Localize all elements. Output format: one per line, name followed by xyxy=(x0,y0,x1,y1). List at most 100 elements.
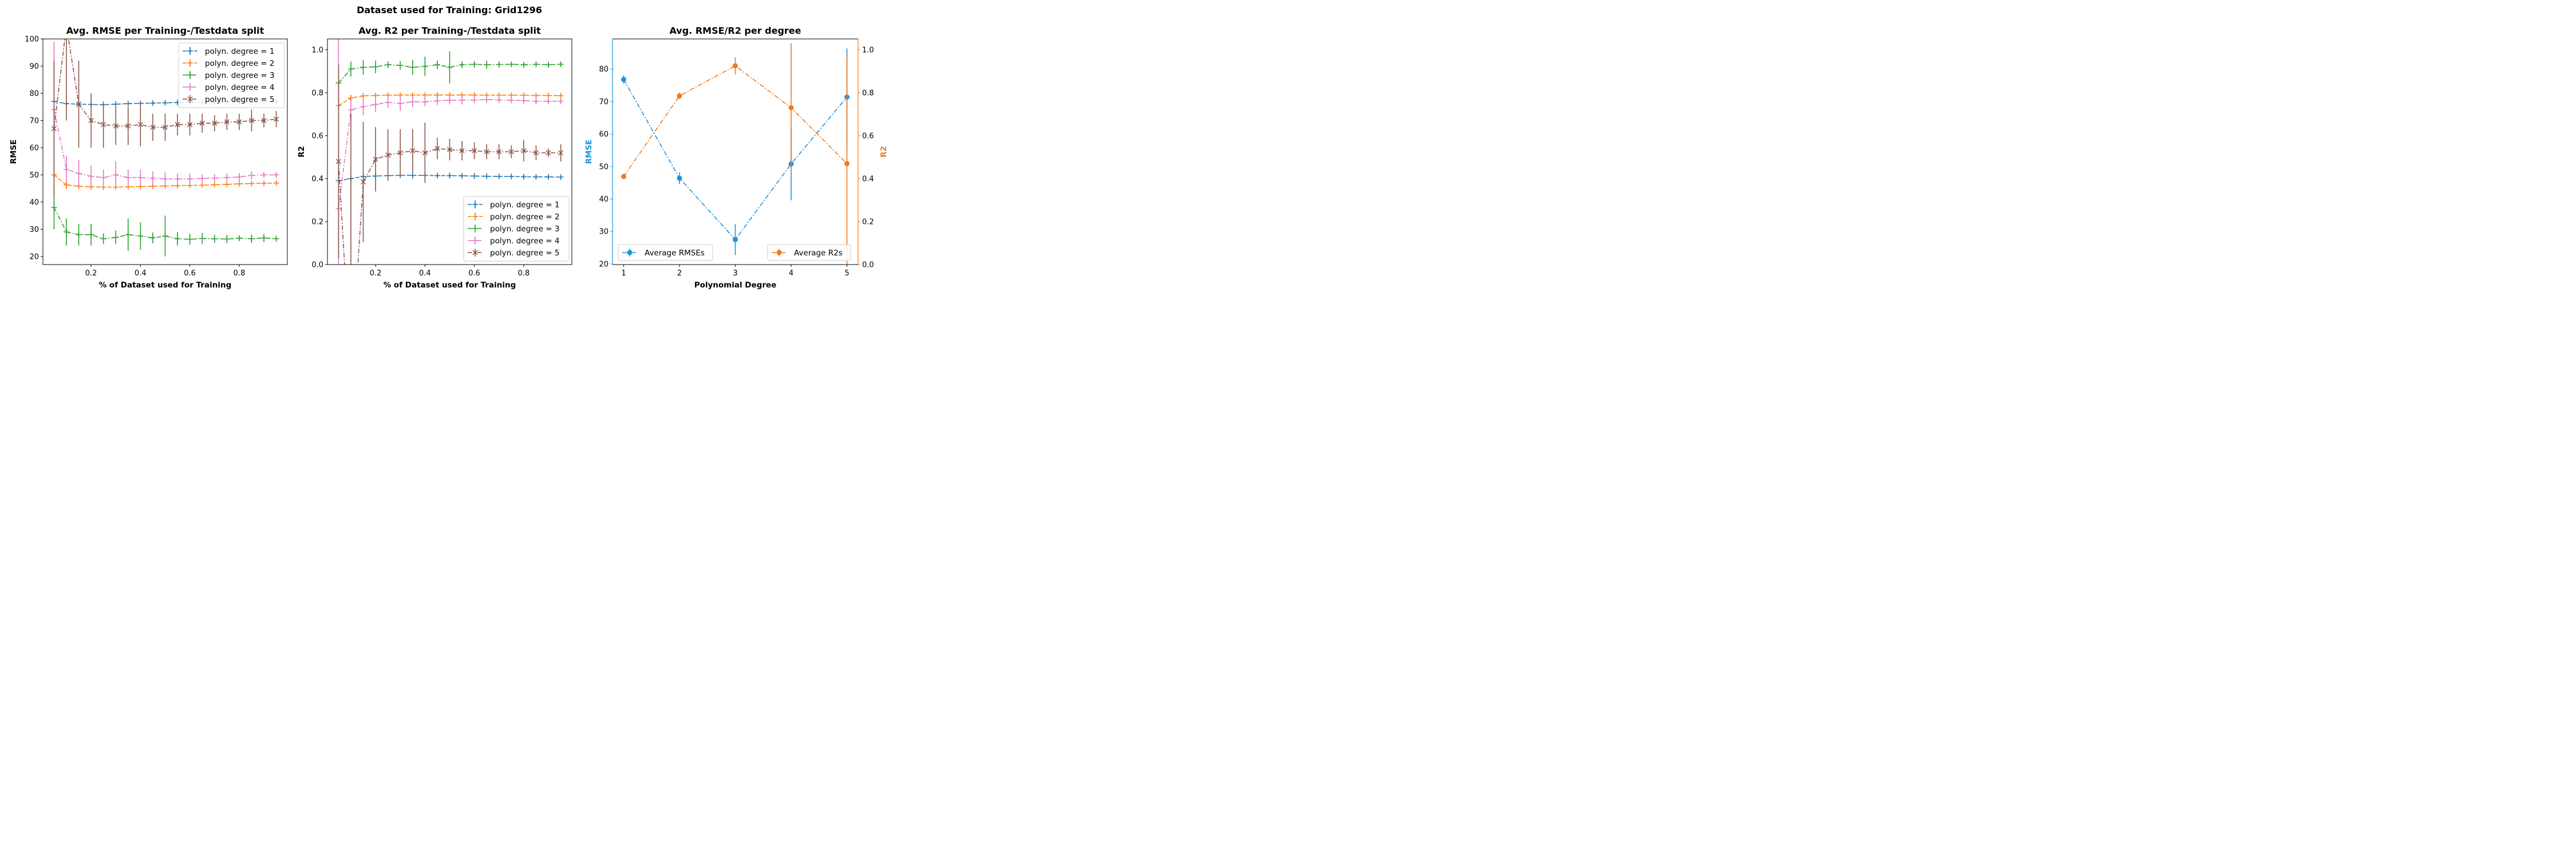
data-point xyxy=(113,123,118,129)
data-point xyxy=(360,93,366,99)
y-axis-label-right: R2 xyxy=(879,146,887,157)
y-tick-label: 60 xyxy=(29,144,39,152)
data-point xyxy=(224,236,230,242)
data-point xyxy=(520,62,527,68)
data-point xyxy=(88,117,94,123)
axes-frame xyxy=(327,38,572,265)
legend: polyn. degree = 1 polyn. degree = 2 polyn.… xyxy=(178,42,285,108)
data-point xyxy=(162,176,168,182)
legend-entry: polyn. degree = 4 xyxy=(183,83,275,92)
data-point xyxy=(621,77,626,82)
data-point xyxy=(397,150,403,156)
legend-label: polyn. degree = 2 xyxy=(490,212,560,222)
y-tick-label-right: 0.0 xyxy=(862,261,874,270)
legend-marker xyxy=(187,72,193,78)
legend-entry: polyn. degree = 5 xyxy=(183,95,275,104)
data-point xyxy=(51,204,57,211)
data-point xyxy=(373,156,378,162)
y-tick-label: 20 xyxy=(29,253,39,261)
series-5 xyxy=(335,65,564,265)
data-point xyxy=(162,100,168,106)
data-point xyxy=(472,148,477,153)
data-point xyxy=(125,123,131,129)
data-point xyxy=(508,149,514,155)
x-tick-label: 4 xyxy=(789,269,793,278)
data-point xyxy=(211,235,218,242)
data-point xyxy=(76,101,82,107)
data-point xyxy=(558,61,564,68)
series-3 xyxy=(335,51,564,88)
data-point xyxy=(373,64,379,70)
data-point xyxy=(248,172,255,179)
data-point xyxy=(447,172,453,179)
y-tick-label-right: 0.2 xyxy=(862,218,874,226)
data-point xyxy=(434,98,440,104)
legend-label: polyn. degree = 3 xyxy=(205,71,275,80)
data-point xyxy=(162,124,168,130)
data-point xyxy=(447,147,453,152)
y-tick-label: 70 xyxy=(29,117,39,125)
data-point xyxy=(100,175,106,181)
plot-area xyxy=(51,39,279,257)
data-point xyxy=(100,235,106,242)
data-point xyxy=(459,173,465,179)
data-point xyxy=(113,101,119,107)
data-point xyxy=(422,92,428,98)
subplot-2: Avg. R2 per Training-/Testdata split 0.2 0… xyxy=(297,25,572,290)
x-tick-label: 0.8 xyxy=(518,269,530,278)
data-point xyxy=(261,235,267,241)
legend-marker xyxy=(627,250,633,255)
data-point xyxy=(175,176,181,182)
x-tick-label: 0.6 xyxy=(468,269,480,278)
x-tick-label: 0.4 xyxy=(135,269,147,278)
x-tick-label: 0.6 xyxy=(184,269,196,278)
data-point xyxy=(508,174,515,180)
data-point xyxy=(397,100,404,107)
data-point xyxy=(677,175,682,181)
data-point xyxy=(558,98,564,104)
y-axis-label: R2 xyxy=(297,146,306,157)
data-point xyxy=(434,145,440,151)
data-point xyxy=(175,235,181,242)
series-2 xyxy=(621,43,850,265)
data-point xyxy=(236,119,242,125)
legend-marker xyxy=(187,96,193,102)
data-point xyxy=(484,96,490,103)
legend-label: Average RMSEs xyxy=(645,249,705,258)
data-point xyxy=(422,64,428,70)
data-point xyxy=(137,121,143,128)
legend: Average RMSEs xyxy=(618,244,713,261)
y-axis-label: RMSE xyxy=(584,140,594,164)
data-point xyxy=(150,124,156,130)
y-tick-label: 50 xyxy=(599,163,609,171)
legend-entry: polyn. degree = 1 xyxy=(183,47,275,56)
data-point xyxy=(88,173,94,179)
data-point xyxy=(788,105,794,111)
data-point xyxy=(224,175,230,181)
data-point xyxy=(434,62,440,68)
data-point xyxy=(422,98,428,105)
data-point xyxy=(521,148,527,153)
data-point xyxy=(187,236,193,242)
data-point xyxy=(236,174,242,180)
y-tick-label: 90 xyxy=(29,62,39,71)
data-point xyxy=(496,174,502,180)
y-tick-label: 0.2 xyxy=(311,218,323,226)
data-point xyxy=(447,97,453,103)
legend-entry: polyn. degree = 3 xyxy=(468,224,560,234)
y-tick-label-right: 0.8 xyxy=(862,89,874,97)
legend-entry: polyn. degree = 2 xyxy=(183,59,275,68)
data-point xyxy=(533,150,539,156)
data-point xyxy=(621,174,626,179)
data-point xyxy=(88,231,94,238)
subplot-title: Avg. R2 per Training-/Testdata split xyxy=(358,25,541,36)
data-point xyxy=(385,62,391,68)
y-tick-label-right: 1.0 xyxy=(862,46,874,54)
data-point xyxy=(199,182,206,188)
legend-label: polyn. degree = 1 xyxy=(490,200,560,210)
data-point xyxy=(508,97,515,103)
data-point xyxy=(248,117,254,123)
data-point xyxy=(187,176,193,182)
y-tick-label-right: 0.6 xyxy=(862,132,874,140)
data-point xyxy=(471,173,477,179)
